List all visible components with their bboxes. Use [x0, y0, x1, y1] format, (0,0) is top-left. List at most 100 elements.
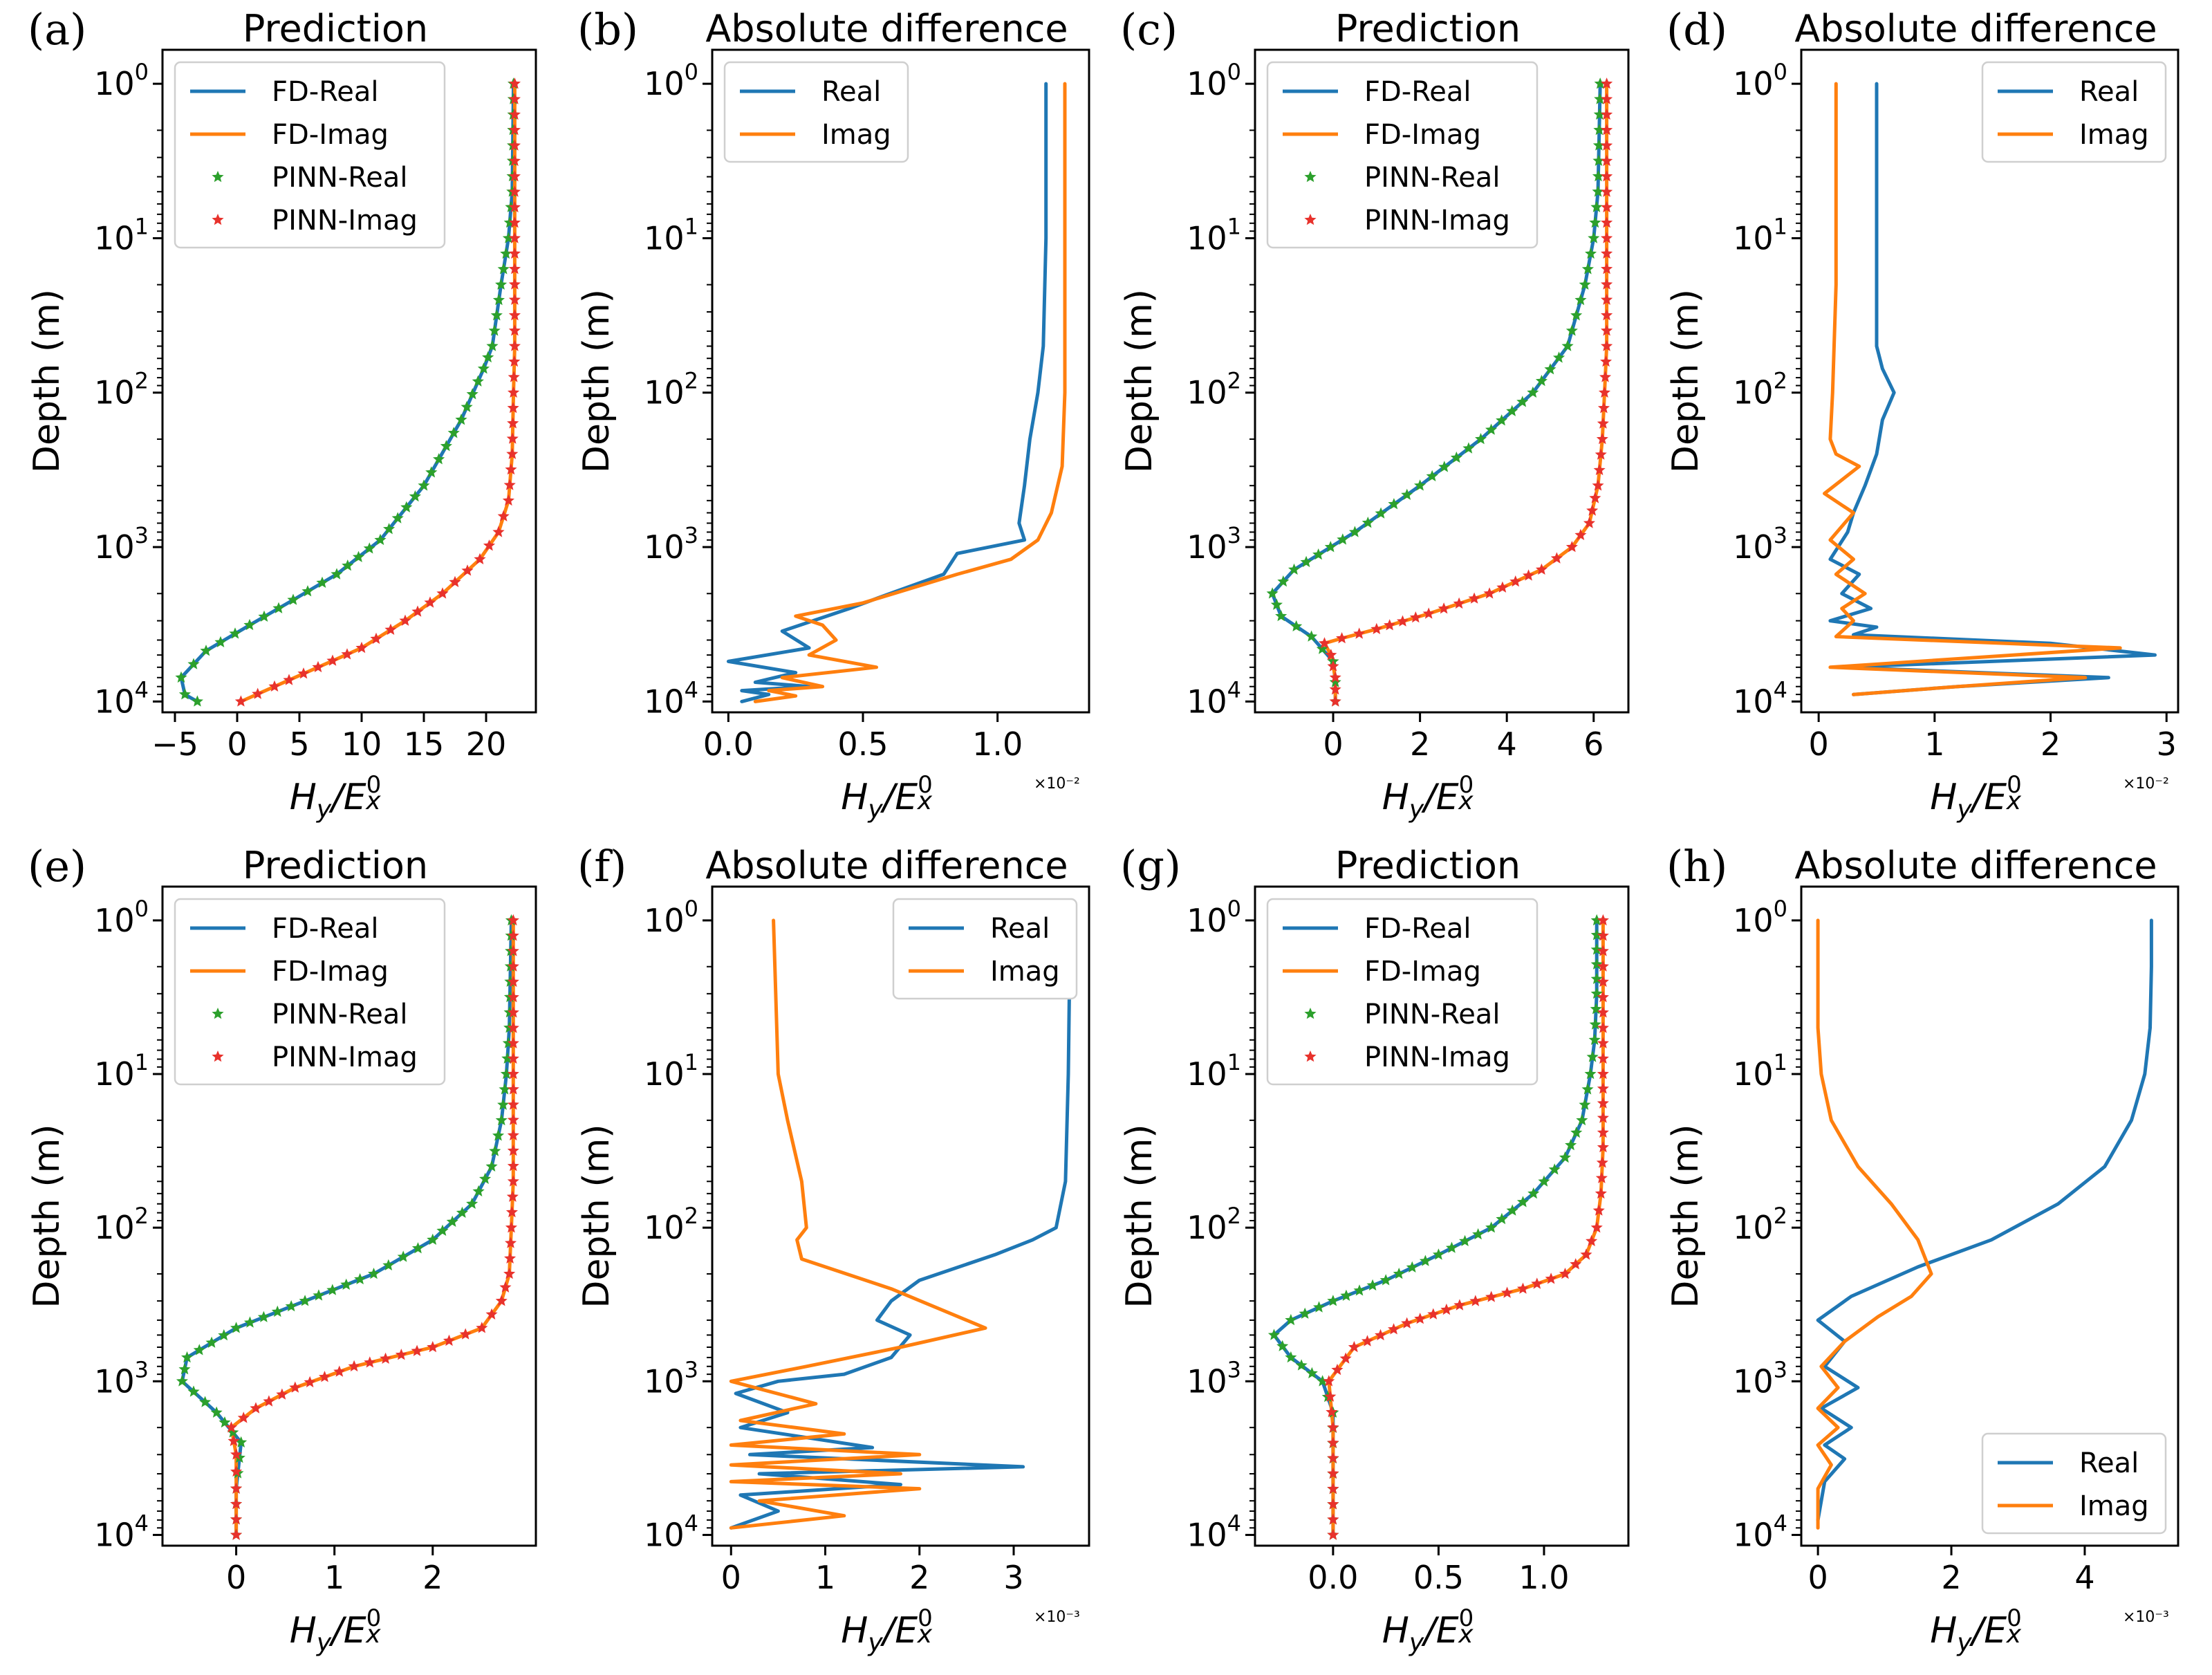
- series-pinn-imag-marker: [508, 263, 521, 275]
- series-pinn-imag-marker: [508, 154, 521, 167]
- legend-label: FD-Imag: [272, 119, 389, 151]
- series-pinn-imag-marker: [1353, 627, 1366, 639]
- series-pinn-imag-marker: [461, 564, 474, 576]
- series-pinn-real-marker: [501, 1052, 514, 1064]
- series-pinn-imag-marker: [1453, 597, 1465, 609]
- series-pinn-imag-marker: [508, 216, 521, 228]
- legend: Real Imag: [892, 898, 1078, 1000]
- series-pinn-imag-marker: [283, 674, 295, 685]
- legend-frame: [892, 898, 1078, 1000]
- series-pinn-real-marker: [446, 1215, 458, 1227]
- series-pinn-imag-marker: [507, 1160, 519, 1172]
- series-pinn-imag-marker: [1559, 1268, 1571, 1279]
- series-pinn-real-marker: [1361, 517, 1374, 528]
- panel-letter: (f): [577, 841, 626, 891]
- series-pinn-imag-marker: [1597, 914, 1609, 926]
- series-pinn-real-marker: [492, 1129, 505, 1141]
- series-pinn-real-marker: [1290, 620, 1303, 631]
- series-pinn-imag-marker: [1601, 293, 1613, 305]
- series-pinn-imag-marker: [1601, 185, 1613, 197]
- series-pinn-imag-marker: [1327, 1421, 1339, 1433]
- series-pinn-real-marker: [1589, 1018, 1601, 1030]
- x-axis-label: Hy/E0 x: [1930, 771, 2021, 824]
- x-scale-label: ×10⁻³: [1034, 1609, 1080, 1626]
- series-pinn-imag-marker: [507, 1098, 519, 1110]
- series-pinn-imag-marker: [1545, 1273, 1557, 1284]
- legend-label: PINN-Real: [272, 162, 407, 194]
- series-pinn-real-marker: [1312, 548, 1325, 560]
- series-pinn-real-marker: [447, 427, 460, 438]
- series-pinn-real-marker: [1348, 526, 1361, 537]
- series-pinn-real-marker: [472, 1185, 485, 1196]
- series-pinn-imag-marker: [225, 1421, 237, 1433]
- series-pinn-imag-marker: [508, 371, 520, 382]
- panel-title: Prediction: [1335, 844, 1521, 887]
- series-pinn-real-marker: [258, 610, 270, 622]
- series-pinn-imag-marker: [1596, 433, 1608, 445]
- legend-frame: [723, 61, 909, 163]
- series-pinn-imag-marker: [507, 1175, 519, 1187]
- series-pinn-imag-marker: [1597, 960, 1609, 972]
- series-pinn-real-marker: [1419, 1255, 1431, 1266]
- series-pinn-imag-marker: [252, 687, 264, 699]
- series-pinn-imag-marker: [1597, 1021, 1609, 1033]
- panel-letter: (e): [28, 841, 86, 891]
- legend-swatch: [212, 214, 224, 225]
- series-pinn-imag-marker: [507, 945, 519, 956]
- series-pinn-imag-marker: [508, 77, 521, 89]
- series-pinn-imag-marker: [1601, 278, 1613, 290]
- y-tick-label: 100: [644, 59, 698, 102]
- series-pinn-imag-marker: [312, 660, 324, 673]
- series-pinn-real-marker: [1590, 958, 1603, 970]
- x-tick-label: 0: [227, 725, 247, 763]
- series-pinn-real-marker: [187, 658, 200, 669]
- x-tick-label: 6: [1583, 725, 1604, 763]
- legend-frame: [1266, 61, 1539, 249]
- series-pinn-real-marker: [1548, 1163, 1561, 1175]
- series-pinn-real-marker: [340, 1278, 353, 1290]
- series-pinn-imag-marker: [1523, 569, 1535, 581]
- series-pinn-real-marker: [257, 1311, 270, 1322]
- series-pinn-imag-marker: [507, 417, 519, 429]
- series-pinn-real-marker: [1570, 309, 1583, 321]
- legend-label: PINN-Real: [1364, 999, 1500, 1030]
- series-pinn-real-marker: [1527, 386, 1539, 398]
- y-axis-label: Depth (m): [1119, 289, 1160, 473]
- x-tick-label: 0: [226, 1559, 246, 1596]
- series-pinn-imag-marker: [1597, 945, 1609, 956]
- plot-area: [1823, 82, 2157, 696]
- series-pinn-imag-marker: [1384, 619, 1396, 631]
- series-pinn-real-marker: [1565, 324, 1578, 336]
- series-pinn-real-marker: [1576, 1113, 1588, 1126]
- series-pinn-real-marker: [178, 1363, 191, 1375]
- series-pinn-real-marker: [1393, 1268, 1405, 1279]
- series-pinn-imag-marker: [1599, 371, 1612, 382]
- y-tick-label: 103: [644, 522, 698, 566]
- series-pinn-imag-marker: [1327, 660, 1339, 672]
- series-pinn-imag-marker: [1440, 1303, 1453, 1315]
- series-pinn-imag-marker: [370, 632, 382, 645]
- y-tick-label: 104: [644, 1510, 698, 1553]
- series-pinn-imag-marker: [427, 1341, 439, 1353]
- series-pinn-real-marker: [1581, 263, 1594, 275]
- series-pinn-imag-marker: [506, 432, 519, 444]
- series-pinn-imag-marker: [505, 1237, 517, 1248]
- x-axis-label: Hy/E0 x: [1382, 1604, 1474, 1657]
- series-pinn-real-marker: [187, 1385, 200, 1397]
- series-pinn-real-marker: [301, 585, 314, 597]
- legend-label: FD-Real: [272, 913, 378, 945]
- series-pinn-imag-marker: [1565, 541, 1578, 553]
- series-pinn-real-marker: [1574, 293, 1587, 306]
- y-tick-label: 100: [1733, 59, 1787, 102]
- series-pinn-real-marker: [313, 1289, 325, 1301]
- legend-label: PINN-Real: [272, 999, 407, 1030]
- series-pinn-real-marker: [1589, 216, 1601, 228]
- series-pinn-imag-marker: [1570, 1258, 1582, 1270]
- series-pinn-imag-marker: [348, 1360, 360, 1372]
- series-imag-line: [1816, 918, 1933, 1530]
- y-tick-label: 101: [644, 1049, 698, 1093]
- series-pinn-real-marker: [1329, 676, 1341, 687]
- legend-frame: [174, 898, 446, 1086]
- series-pinn-real-marker: [1485, 1221, 1498, 1233]
